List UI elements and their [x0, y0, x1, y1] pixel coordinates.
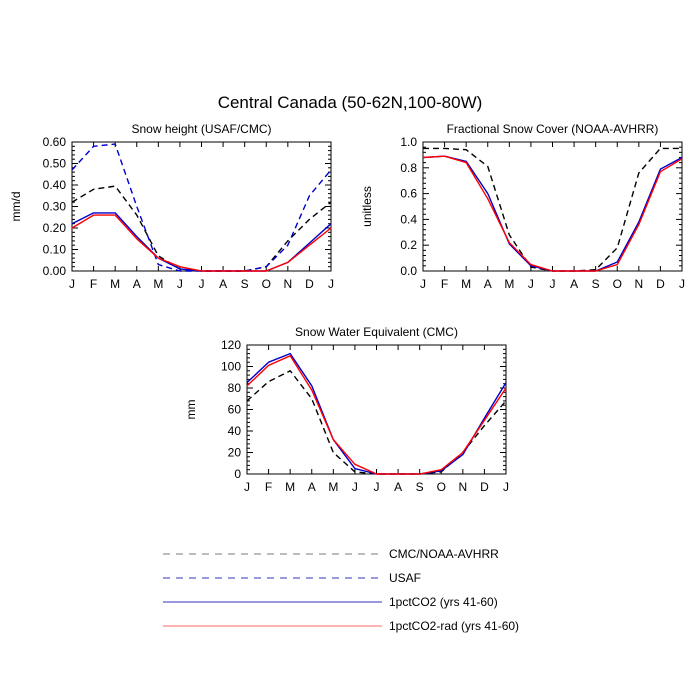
legend-label: USAF: [389, 571, 421, 585]
series-line-usaf: [71, 143, 332, 272]
x-tick-label: J: [420, 277, 426, 291]
x-tick-label: A: [133, 277, 141, 291]
x-tick-label: A: [570, 277, 578, 291]
x-tick-label: J: [679, 277, 685, 291]
y-tick-label: 0.20: [43, 221, 67, 235]
panel-snow-water-equivalent: Snow Water Equivalent (CMC)mmJ F M A M J J A S O N…: [184, 325, 509, 494]
plot-frame: [71, 141, 332, 272]
x-tick-label: O: [437, 480, 446, 494]
series-line-obs: [246, 370, 507, 475]
figure-title: Central Canada (50-62N,100-80W): [218, 93, 483, 112]
x-tick-label: M: [285, 480, 295, 494]
x-tick-label: A: [308, 480, 316, 494]
y-tick-label: 40: [228, 424, 242, 438]
x-tick-label: N: [283, 277, 292, 291]
x-tick-label: J: [328, 277, 334, 291]
panel-title: Fractional Snow Cover (NOAA-AVHRR): [447, 122, 659, 136]
x-tick-label: M: [504, 277, 514, 291]
x-tick-label: J: [69, 277, 75, 291]
y-tick-label: 0.6: [400, 187, 417, 201]
panel-fractional-snow-cover: Fractional Snow Cover (NOAA-AVHRR) unitle…: [360, 122, 685, 291]
x-tick-label: F: [90, 277, 97, 291]
x-tick-label: S: [592, 277, 600, 291]
x-tick-label: M: [110, 277, 120, 291]
y-tick-label: 120: [221, 338, 241, 352]
y-tick-label: 20: [228, 446, 242, 460]
x-tick-label: M: [328, 480, 338, 494]
y-tick-label: 0.8: [400, 161, 417, 175]
x-tick-label: S: [416, 480, 424, 494]
x-tick-label: S: [241, 277, 249, 291]
x-tick-label: J: [177, 277, 183, 291]
y-tick-label: 0.4: [400, 212, 417, 226]
x-tick-label: D: [480, 480, 489, 494]
series-line-rad: [422, 155, 683, 272]
series-line-obs: [71, 185, 332, 272]
legend: CMC/NOAA-AVHRR USAF 1pctCO2 (yrs 41-60) 1pc…: [163, 547, 519, 633]
y-tick-label: 0.0: [400, 264, 417, 278]
y-tick-label: 0.10: [43, 243, 67, 257]
x-tick-label: J: [550, 277, 556, 291]
x-tick-label: N: [458, 480, 467, 494]
y-tick-label: 0.40: [43, 178, 67, 192]
panel-title: Snow Water Equivalent (CMC): [295, 325, 458, 339]
y-tick-label: 0.00: [43, 264, 67, 278]
legend-label: CMC/NOAA-AVHRR: [389, 547, 499, 561]
x-tick-label: J: [244, 480, 250, 494]
y-tick-label: 1.0: [400, 135, 417, 149]
x-tick-label: J: [528, 277, 534, 291]
x-tick-label: J: [503, 480, 509, 494]
y-axis-title: mm/d: [9, 192, 23, 222]
x-tick-label: O: [262, 277, 271, 291]
series-line-pct: [71, 212, 332, 272]
series-line-rad: [246, 355, 507, 475]
series-line-pct: [246, 352, 507, 475]
x-tick-label: O: [613, 277, 622, 291]
y-tick-label: 0.30: [43, 200, 67, 214]
y-tick-label: 0.50: [43, 157, 67, 171]
x-tick-label: N: [634, 277, 643, 291]
legend-label: 1pctCO2-rad (yrs 41-60): [389, 619, 519, 633]
x-tick-label: D: [305, 277, 314, 291]
x-tick-label: J: [352, 480, 358, 494]
y-axis-title: mm: [184, 400, 198, 420]
x-tick-label: M: [153, 277, 163, 291]
y-tick-label: 0.2: [400, 238, 417, 252]
plot-frame: [246, 344, 507, 475]
y-tick-label: 80: [228, 381, 242, 395]
panels-group: Snow height (USAF/CMC)mm/dJ F M A M J J A S O N D J0…: [9, 122, 685, 494]
y-axis-title: unitless: [360, 186, 374, 227]
x-tick-label: A: [484, 277, 492, 291]
y-tick-label: 0: [234, 467, 241, 481]
series-line-rad: [71, 214, 332, 272]
x-tick-label: J: [199, 277, 205, 291]
x-tick-label: D: [656, 277, 665, 291]
x-tick-label: A: [394, 480, 402, 494]
x-tick-label: F: [265, 480, 272, 494]
legend-label: 1pctCO2 (yrs 41-60): [389, 595, 498, 609]
y-tick-label: 60: [228, 403, 242, 417]
x-tick-label: A: [219, 277, 227, 291]
x-tick-label: J: [374, 480, 380, 494]
x-tick-label: M: [461, 277, 471, 291]
panel-snow-height: Snow height (USAF/CMC)mm/dJ F M A M J J A S O N D J0…: [9, 122, 334, 291]
y-tick-label: 0.60: [43, 135, 67, 149]
panel-title: Snow height (USAF/CMC): [131, 122, 271, 136]
x-tick-label: F: [441, 277, 448, 291]
y-tick-label: 100: [221, 360, 241, 374]
